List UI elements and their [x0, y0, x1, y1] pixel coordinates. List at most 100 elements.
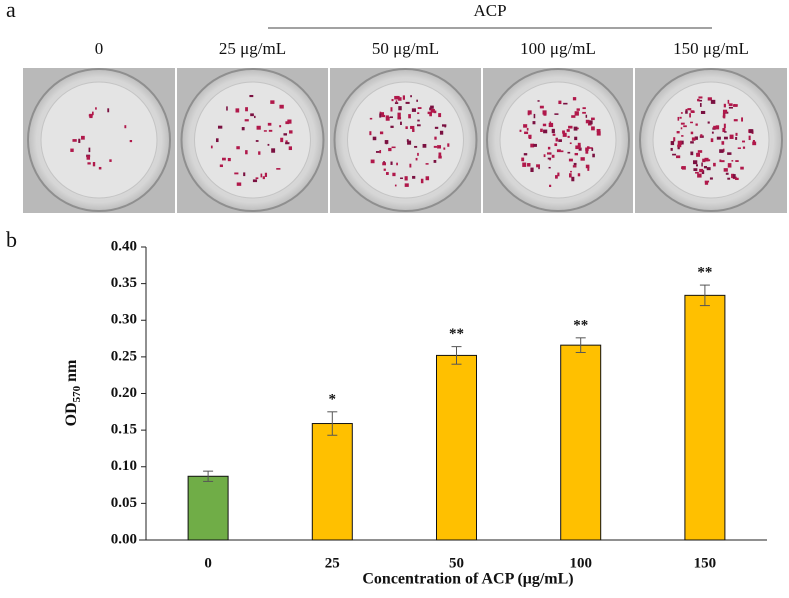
stained-cell	[92, 162, 96, 167]
stained-cell	[697, 173, 702, 178]
stained-cell	[710, 99, 716, 104]
stained-cell	[698, 96, 703, 99]
stained-cell	[680, 140, 684, 145]
stained-cell	[226, 106, 228, 111]
stained-cell	[279, 104, 284, 109]
y-axis-label-part: 570	[71, 385, 83, 402]
stained-cell	[573, 162, 577, 166]
stained-cell	[704, 181, 709, 185]
stained-cell	[689, 113, 691, 118]
stained-cell	[547, 157, 552, 160]
stained-cell	[391, 146, 396, 149]
stained-cell	[735, 160, 739, 162]
stained-cell	[236, 182, 242, 186]
stained-cell	[417, 124, 421, 127]
stained-cell	[540, 128, 543, 132]
stained-cell	[407, 140, 412, 145]
stained-cell	[217, 125, 223, 129]
stained-cell	[420, 178, 424, 184]
stained-cell	[245, 150, 248, 155]
stained-cell	[706, 167, 711, 171]
bar	[187, 475, 229, 541]
stained-cell	[523, 153, 528, 156]
significance-label: **	[449, 326, 464, 342]
stained-cell	[696, 153, 701, 157]
stained-cell	[560, 150, 564, 153]
stained-cell	[379, 112, 385, 116]
stained-cell	[701, 162, 703, 167]
stained-cell	[711, 131, 714, 134]
well-bottom	[347, 81, 464, 199]
stained-cell	[742, 140, 746, 143]
stained-cell	[375, 151, 380, 153]
stained-cell	[585, 114, 588, 118]
stained-cell	[672, 153, 677, 156]
stained-cell	[577, 173, 581, 177]
stained-cell	[395, 100, 398, 103]
stained-cell	[400, 121, 402, 125]
well-label: 100 μg/mL	[520, 39, 596, 58]
stained-cell	[279, 125, 282, 128]
stained-cell	[398, 106, 402, 111]
stained-cell	[392, 172, 396, 177]
stained-cell	[400, 177, 403, 180]
stained-cell	[722, 148, 725, 152]
stained-cell	[384, 140, 389, 144]
stained-cell	[587, 166, 590, 171]
stained-cell	[289, 130, 293, 134]
stained-cell	[234, 172, 239, 175]
stained-cell	[533, 113, 536, 119]
stained-cell	[578, 147, 582, 151]
stained-cell	[697, 98, 700, 102]
stained-cell	[585, 147, 589, 151]
bar	[311, 423, 353, 541]
stained-cell	[394, 102, 399, 104]
stained-cell	[571, 115, 576, 118]
stained-cell	[379, 150, 382, 154]
stained-cell	[709, 177, 713, 180]
stained-cell	[78, 138, 81, 143]
stained-cell	[700, 134, 703, 138]
bar	[560, 344, 602, 541]
stained-cell	[385, 115, 389, 119]
stained-cell	[369, 131, 372, 136]
stained-cell	[270, 100, 275, 104]
stained-cell	[397, 112, 401, 118]
stained-cell	[404, 183, 409, 187]
bar-chart: 0.00 0.05 0.10 0.15 0.20 0.25 0.30 0.35 0.40 OD57…	[63, 238, 767, 588]
stained-cell	[680, 122, 685, 125]
stained-cell	[417, 112, 420, 115]
stained-cell	[723, 168, 728, 172]
x-tick-label: 50	[449, 555, 464, 571]
stained-cell	[417, 152, 419, 156]
y-tick-label: 0.10	[111, 458, 137, 474]
stained-cell	[700, 110, 706, 114]
stained-cell	[409, 163, 412, 168]
stained-cell	[752, 139, 755, 143]
stained-cell	[72, 139, 77, 142]
stained-cell	[369, 117, 373, 120]
stained-cell	[570, 170, 572, 173]
stained-cell	[70, 148, 74, 152]
stained-cell	[728, 103, 733, 106]
stained-cell	[735, 177, 739, 181]
stained-cell	[695, 171, 699, 174]
stained-cell	[695, 123, 698, 126]
stained-cell	[411, 108, 416, 112]
stained-cell	[258, 151, 261, 155]
stained-cell	[227, 157, 231, 162]
stained-cell	[693, 160, 698, 165]
stained-cell	[567, 151, 571, 154]
stained-cell	[235, 108, 240, 113]
stained-cell	[288, 146, 293, 151]
stained-cell	[406, 139, 409, 142]
well-label: 50 μg/mL	[372, 39, 439, 58]
stained-cell	[554, 113, 559, 115]
stained-cell	[681, 166, 686, 170]
stained-cell	[438, 113, 442, 118]
stained-cell	[702, 158, 706, 163]
stained-cell	[537, 100, 540, 102]
stained-cell	[241, 127, 245, 131]
stained-cell	[729, 134, 734, 139]
